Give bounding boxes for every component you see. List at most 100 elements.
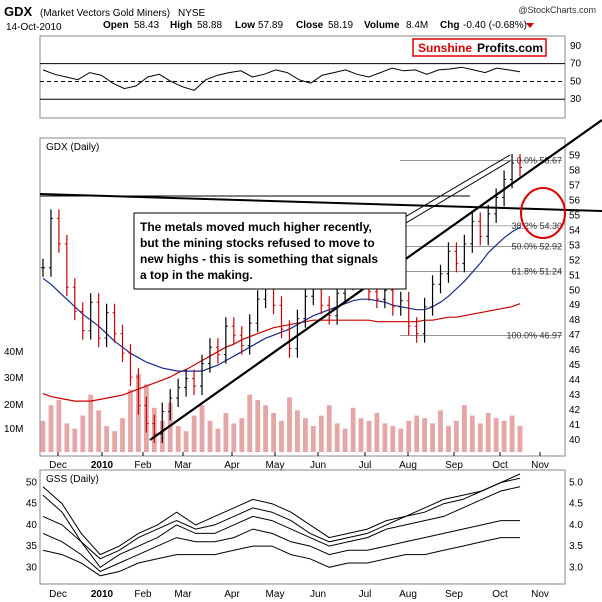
volume-bar [56, 400, 62, 452]
high-value: 58.88 [197, 20, 222, 31]
price-bar [478, 212, 483, 246]
x-tick-label: Jul [359, 589, 372, 600]
volume-bar [255, 400, 261, 452]
price-bar [231, 317, 236, 345]
annotation-box [133, 212, 407, 290]
price-bar [327, 296, 332, 325]
rsi-series-line [42, 66, 521, 91]
volume-bar [438, 410, 443, 452]
price-bar [207, 338, 212, 373]
x-tick-label: Dec [49, 460, 67, 471]
volume-value: 8.4M [406, 20, 428, 31]
price-tick-label: 47 [569, 330, 581, 341]
volume-bar [501, 420, 507, 452]
price-bar [41, 258, 45, 277]
volume-bar [454, 420, 459, 452]
rsi-panel: 30 50 70 90 Sunshine Profits.com [39, 35, 582, 119]
x-tick-label: Oct [492, 460, 508, 471]
volume-tick-label: 20M [4, 400, 23, 411]
gss-series-line [42, 520, 520, 573]
gss-frame [39, 469, 566, 585]
rsi-tick-label: 90 [570, 41, 582, 52]
price-bar [72, 278, 77, 321]
volume-tick-label: 40M [4, 347, 23, 358]
x-tick-label: Feb [134, 589, 152, 600]
volume-bar [215, 428, 221, 452]
price-bar [176, 378, 181, 408]
exchange: NYSE [178, 8, 206, 19]
x-tick-label: Feb [134, 460, 152, 471]
price-bar [200, 354, 204, 396]
chart-header: GDX (Market Vectors Gold Miners) NYSE 14… [4, 4, 596, 33]
price-bar [120, 324, 125, 363]
x-tick-label: Apr [224, 589, 240, 600]
volume-bar [509, 415, 515, 452]
volume-bar [390, 426, 396, 452]
volume-label: Volume [364, 20, 400, 31]
price-bar [144, 396, 149, 433]
gss-axes: 30 35 40 45 50 3.0 3.5 4.0 4.5 5.0 [26, 477, 583, 573]
price-tick-label: 42 [569, 405, 581, 416]
price-bar [128, 344, 133, 387]
price-tick-label: 55 [569, 210, 581, 221]
fib-level-label: 50.0% 52.92 [511, 242, 562, 252]
volume-bar [326, 405, 332, 452]
rsi-reference-lines [40, 63, 565, 100]
fib-level-label: 61.8% 51.24 [511, 267, 562, 277]
x-tick-label: Nov [531, 460, 549, 471]
chg-value: -0.40 (-0.68%) [463, 20, 527, 31]
volume-bars [40, 374, 523, 452]
price-bar [470, 212, 475, 253]
x-tick-label: Sep [445, 589, 463, 600]
volume-bar [485, 413, 491, 452]
x-tick-label: 2010 [91, 589, 114, 600]
volume-bar [414, 415, 420, 452]
gss-panel: GSS (Daily) 30 35 40 45 50 3.0 3.5 4.0 4.5 5.0 De… [26, 469, 583, 600]
gss-left-tick-label: 30 [26, 562, 38, 573]
price-bar [279, 296, 284, 339]
chg-label: Chg [440, 20, 459, 31]
volume-axis: 10M 20M 30M 40M [4, 347, 23, 435]
volume-bar [493, 418, 499, 452]
price-bar [430, 275, 435, 316]
volume-bar [366, 420, 372, 452]
volume-tick-label: 30M [4, 373, 23, 384]
price-tick-label: 48 [569, 315, 581, 326]
price-bar [486, 204, 491, 246]
price-tick-label: 41 [569, 420, 581, 431]
annotation-line: a top in the making. [140, 268, 253, 282]
volume-bar [287, 397, 292, 452]
x-tick-label: May [266, 460, 285, 471]
price-bar [160, 402, 165, 444]
volume-bar [64, 423, 70, 452]
volume-bar [40, 420, 46, 452]
volume-bar [112, 431, 117, 452]
price-bar [239, 326, 244, 355]
price-bar [454, 242, 459, 273]
brand-logo-frame [412, 38, 547, 57]
price-bar [168, 389, 173, 421]
price-bar [88, 293, 93, 340]
rsi-axis: 30 50 70 90 [570, 41, 582, 105]
price-tick-label: 45 [569, 360, 581, 371]
x-tick-label: Sep [445, 460, 463, 471]
annotation-line: but the mining stocks refused to move to [140, 236, 375, 250]
gss-right-tick-label: 3.5 [569, 541, 583, 552]
x-tick-label: Dec [49, 589, 67, 600]
volume-bar [167, 402, 173, 452]
price-bar [303, 287, 308, 328]
volume-bar [231, 423, 237, 452]
price-tick-label: 59 [569, 150, 581, 161]
volume-bar [430, 423, 435, 452]
brand-logo-red: Sunshine [418, 41, 472, 55]
down-arrow-icon [526, 23, 534, 28]
volume-bar [104, 426, 109, 452]
fibonacci-levels: 0.0% 58.67 38.2% 54.30 50.0% 52.92 61.8% 51… [320, 155, 562, 341]
volume-bar [199, 405, 205, 452]
gss-left-tick-label: 45 [26, 499, 38, 510]
volume-bar [279, 420, 284, 452]
price-tick-label: 53 [569, 240, 581, 251]
open-value: 58.43 [134, 20, 159, 31]
gss-right-tick-label: 4.5 [569, 499, 583, 510]
